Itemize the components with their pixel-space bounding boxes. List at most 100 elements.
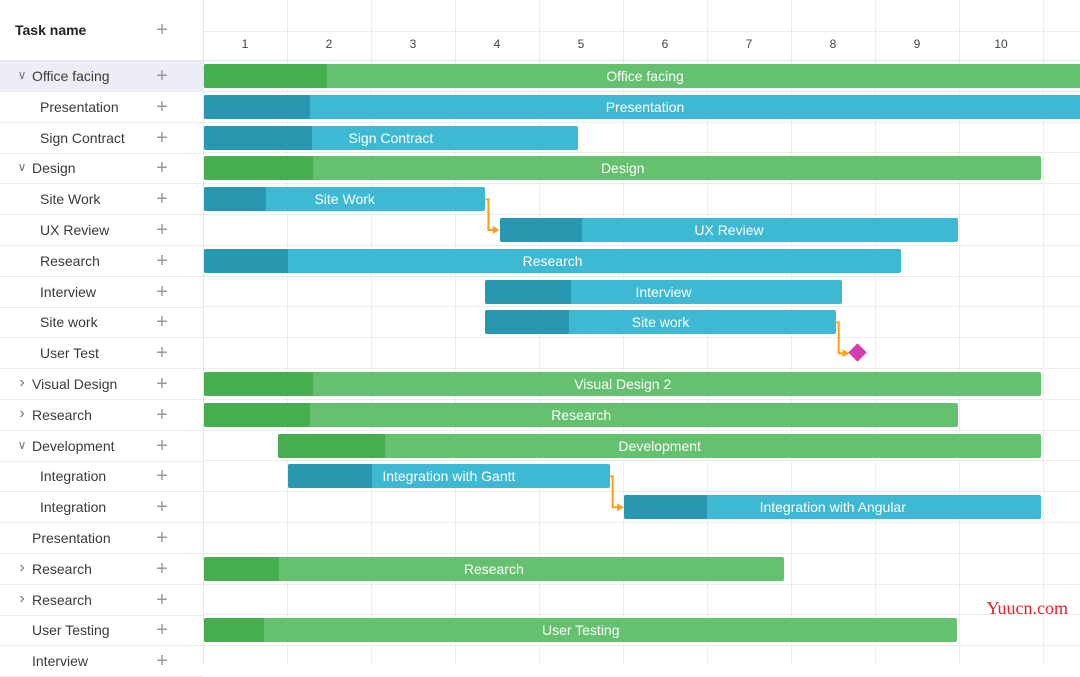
- chevron-down-icon[interactable]: ∨: [17, 68, 27, 82]
- task-bar[interactable]: Research: [204, 248, 902, 273]
- task-row[interactable]: Integration +: [0, 461, 203, 493]
- add-task-icon[interactable]: +: [156, 19, 168, 41]
- add-subtask-icon[interactable]: +: [156, 619, 168, 642]
- day-label: 6: [661, 37, 669, 51]
- timeline-row-line: [203, 398, 1080, 400]
- add-subtask-icon[interactable]: +: [156, 403, 168, 426]
- task-name-label: Research: [32, 591, 92, 608]
- task-name-label: Site work: [40, 314, 98, 331]
- task-row[interactable]: › Visual Design +: [0, 369, 203, 400]
- add-subtask-icon[interactable]: +: [156, 280, 168, 303]
- add-subtask-icon[interactable]: +: [156, 95, 168, 118]
- project-bar[interactable]: Research: [204, 402, 959, 427]
- task-name-label: User Testing: [32, 622, 110, 639]
- task-bar[interactable]: Site work: [485, 310, 836, 335]
- chevron-right-icon[interactable]: ›: [19, 374, 25, 391]
- task-row[interactable]: Integration +: [0, 492, 203, 524]
- task-bar[interactable]: UX Review: [499, 218, 959, 242]
- progress-fill: [204, 402, 310, 427]
- task-row[interactable]: Site work +: [0, 307, 203, 339]
- task-name-label: Visual Design: [32, 376, 118, 392]
- task-row[interactable]: Research +: [0, 246, 203, 277]
- add-subtask-icon[interactable]: +: [156, 373, 168, 395]
- add-subtask-icon[interactable]: +: [156, 557, 168, 580]
- progress-fill: [204, 125, 313, 150]
- bar-label: Development: [618, 437, 701, 454]
- task-row[interactable]: Presentation +: [0, 523, 203, 554]
- column-header-task-name[interactable]: Task name: [15, 22, 87, 38]
- bar-label: Interview: [635, 283, 692, 300]
- add-subtask-icon[interactable]: +: [156, 219, 168, 241]
- task-bar[interactable]: Sign Contract: [204, 125, 578, 150]
- progress-fill: [485, 310, 570, 335]
- add-subtask-icon[interactable]: +: [156, 527, 168, 549]
- task-bar[interactable]: Integration with Angular: [624, 495, 1042, 520]
- task-row[interactable]: Interview +: [0, 646, 203, 677]
- task-row[interactable]: User Test +: [0, 338, 203, 370]
- task-row[interactable]: › Research +: [0, 554, 203, 585]
- task-bar[interactable]: Site Work: [204, 187, 486, 212]
- add-subtask-icon[interactable]: +: [156, 188, 168, 211]
- chevron-right-icon[interactable]: ›: [19, 404, 25, 422]
- chevron-down-icon[interactable]: ∨: [17, 160, 27, 175]
- timeline-row-line: [203, 491, 1080, 493]
- task-bar[interactable]: Interview: [485, 279, 842, 304]
- timeline-column-line: [287, 0, 288, 664]
- timeline-column-line: [455, 0, 456, 664]
- project-bar[interactable]: Design: [204, 156, 1042, 181]
- chevron-right-icon[interactable]: ›: [19, 558, 25, 576]
- day-label: 8: [829, 37, 837, 51]
- add-subtask-icon[interactable]: +: [156, 311, 168, 334]
- project-bar[interactable]: Office facing: [204, 64, 1080, 88]
- add-subtask-icon[interactable]: +: [156, 588, 168, 611]
- add-subtask-icon[interactable]: +: [156, 650, 168, 673]
- project-bar[interactable]: User Testing: [204, 618, 958, 643]
- milestone-diamond[interactable]: [848, 343, 868, 362]
- task-name-label: Design: [32, 160, 76, 177]
- progress-fill: [204, 372, 313, 396]
- bar-label: Site Work: [314, 191, 375, 208]
- timeline-row-line: [203, 121, 1080, 123]
- timeline-row-line: [203, 368, 1080, 369]
- task-row[interactable]: Interview +: [0, 277, 203, 308]
- task-row[interactable]: › Research +: [0, 400, 203, 431]
- task-row[interactable]: ∨ Design +: [0, 153, 203, 185]
- add-subtask-icon[interactable]: +: [156, 126, 168, 149]
- add-subtask-icon[interactable]: +: [156, 496, 168, 519]
- task-name-label: Presentation: [40, 98, 119, 115]
- watermark: Yuucn.com: [986, 598, 1068, 618]
- timeline-scale-top: [203, 0, 1080, 32]
- chevron-down-icon[interactable]: ∨: [17, 437, 27, 452]
- project-bar[interactable]: Research: [204, 556, 784, 581]
- task-row[interactable]: Site Work +: [0, 184, 203, 216]
- chevron-right-icon[interactable]: ›: [19, 589, 25, 607]
- timeline-row-line: [203, 306, 1080, 308]
- timeline-row-line: [203, 429, 1080, 431]
- add-subtask-icon[interactable]: +: [156, 157, 168, 180]
- project-bar[interactable]: Development: [277, 433, 1042, 458]
- task-row[interactable]: Presentation +: [0, 92, 203, 123]
- add-subtask-icon[interactable]: +: [156, 434, 168, 457]
- add-subtask-icon[interactable]: +: [156, 465, 168, 488]
- bar-label: Integration with Gantt: [382, 468, 516, 485]
- timeline-column-line: [371, 0, 372, 664]
- add-subtask-icon[interactable]: +: [156, 249, 168, 272]
- bar-label: Site work: [631, 314, 690, 331]
- project-bar[interactable]: Visual Design 2: [204, 372, 1042, 396]
- progress-fill: [204, 187, 266, 212]
- task-row[interactable]: ∨ Development +: [0, 431, 203, 462]
- task-row[interactable]: › Research +: [0, 585, 203, 616]
- task-name-label: Office facing: [32, 68, 110, 84]
- task-row[interactable]: Sign Contract +: [0, 123, 203, 154]
- task-name-label: User Test: [40, 345, 99, 362]
- task-row[interactable]: User Testing +: [0, 615, 203, 647]
- add-subtask-icon[interactable]: +: [156, 65, 168, 87]
- task-row[interactable]: ∨ Office facing +: [0, 61, 203, 92]
- add-subtask-icon[interactable]: +: [156, 342, 168, 365]
- day-label: 7: [745, 37, 753, 51]
- task-name-label: Integration: [40, 468, 107, 485]
- bar-label: Design: [600, 160, 645, 177]
- task-bar[interactable]: Presentation: [204, 94, 1080, 119]
- task-row[interactable]: UX Review +: [0, 215, 203, 246]
- task-bar[interactable]: Integration with Gantt: [288, 464, 610, 489]
